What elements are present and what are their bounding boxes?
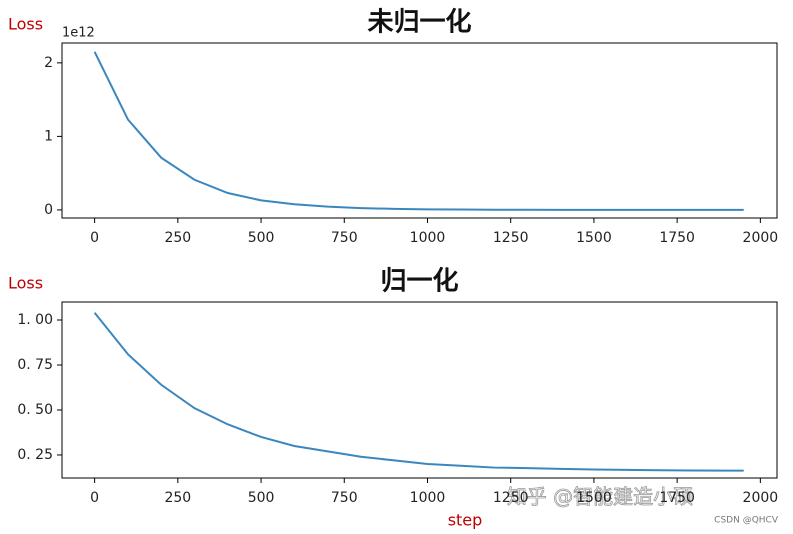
x-tick-label: 1250 bbox=[493, 490, 529, 506]
x-tick-label: 1500 bbox=[576, 490, 612, 506]
watermark: 知乎 @智能建造小硕 bbox=[507, 485, 693, 509]
credit: CSDN @QHCV bbox=[714, 516, 779, 526]
y-tick-label: 1. 00 bbox=[17, 312, 53, 328]
x-tick-label: 250 bbox=[164, 230, 191, 246]
x-tick-label: 1750 bbox=[659, 230, 695, 246]
x-axis-label: step bbox=[448, 511, 483, 530]
y-axis-label: Loss bbox=[8, 274, 43, 293]
x-tick-label: 1250 bbox=[493, 230, 529, 246]
x-tick-label: 1000 bbox=[410, 490, 446, 506]
line bbox=[93, 51, 744, 211]
y-axis-label: Loss bbox=[8, 15, 43, 34]
x-tick-label: 500 bbox=[248, 490, 275, 506]
plot-frame bbox=[61, 301, 778, 479]
y-tick-label: 0. 50 bbox=[17, 402, 53, 418]
plot-frame bbox=[61, 42, 778, 219]
y-tick-label: 0 bbox=[44, 202, 53, 218]
y-tick-label: 0. 75 bbox=[17, 357, 53, 373]
x-tick-label: 1750 bbox=[659, 490, 695, 506]
x-tick-label: 1000 bbox=[410, 230, 446, 246]
x-tick-label: 0 bbox=[90, 490, 99, 506]
x-tick-label: 1500 bbox=[576, 230, 612, 246]
x-tick-label: 2000 bbox=[743, 490, 779, 506]
x-tick-label: 500 bbox=[248, 230, 275, 246]
chart-title: 未归一化 bbox=[367, 8, 471, 38]
x-tick-label: 0 bbox=[90, 230, 99, 246]
x-tick-label: 750 bbox=[331, 490, 358, 506]
x-tick-label: 750 bbox=[331, 230, 358, 246]
chart-title: 归一化 bbox=[380, 267, 458, 297]
y-tick-label: 2 bbox=[44, 55, 53, 71]
x-tick-label: 250 bbox=[164, 490, 191, 506]
offset-label: 1e12 bbox=[62, 26, 95, 41]
line bbox=[93, 312, 744, 472]
y-tick-label: 0. 25 bbox=[17, 447, 53, 463]
y-tick-label: 1 bbox=[44, 128, 53, 144]
x-tick-label: 2000 bbox=[743, 230, 779, 246]
